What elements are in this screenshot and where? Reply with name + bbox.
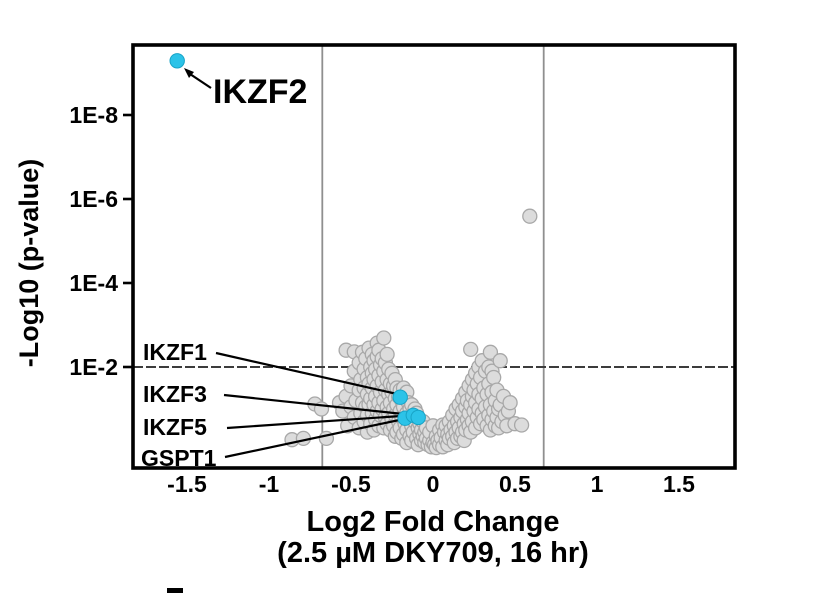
highlighted-point-ikzf1 [392,389,408,405]
y-axis-tick-label: 1E-8 [69,102,118,128]
scatter-point [482,344,499,360]
x-axis-tick-label: 1 [591,471,604,497]
highlighted-point-gspt1 [410,409,426,426]
scatter-point [379,346,395,363]
leader-line-ikzf1 [215,351,398,396]
leader-lines-layer [184,68,405,459]
y-axis-tick-label: 1E-4 [69,270,118,296]
gene-label-ikzf1: IKZF1 [143,339,207,365]
x-axis-tick-label: -1 [259,471,280,497]
gene-label-ikzf3: IKZF3 [143,381,207,407]
axis-ticks-layer: 1E-8 1E-6 1E-4 1E-2 -1.5 -1 -0.5 0 0.5 1 1.5 [69,102,695,497]
scatter-point [376,330,392,346]
scatter-point [486,369,502,386]
x-axis-tick-label: -1.5 [167,471,207,497]
gene-label-ikzf5: IKZF5 [143,414,207,440]
leader-line-ikzf5 [226,414,402,430]
scatter-point [463,341,479,358]
scatter-point [492,353,508,369]
x-axis-title-line1: Log2 Fold Change [307,506,560,538]
x-axis-tick-label: 0.5 [499,471,531,497]
cropped-panel-mark [167,588,183,593]
highlighted-points-layer [169,53,426,426]
x-axis-tick-label: 1.5 [663,471,695,497]
highlighted-point-ikzf2 [169,53,185,69]
leader-line-ikzf3 [223,393,404,416]
y-axis-title: -Log10 (p-value) [14,159,44,368]
y-axis-tick-label: 1E-2 [69,354,118,380]
x-axis-tick-label: 0 [427,471,440,497]
leader-line-gspt1 [224,417,405,459]
x-axis-tick-label: -0.5 [331,471,371,497]
scatter-point [522,208,538,224]
plot-frame [131,43,737,470]
threshold-lines-layer [133,45,735,468]
leader-line-ikzf2 [189,73,212,89]
x-axis-title-line2: (2.5 µM DKY709, 16 hr) [277,537,589,569]
gene-label-ikzf2: IKZF2 [213,73,307,111]
scatter-point [513,417,530,433]
scatter-point [502,395,518,411]
scatter-points-layer [284,208,538,456]
leader-arrowhead [184,68,194,78]
y-axis-tick-label: 1E-6 [69,186,118,212]
